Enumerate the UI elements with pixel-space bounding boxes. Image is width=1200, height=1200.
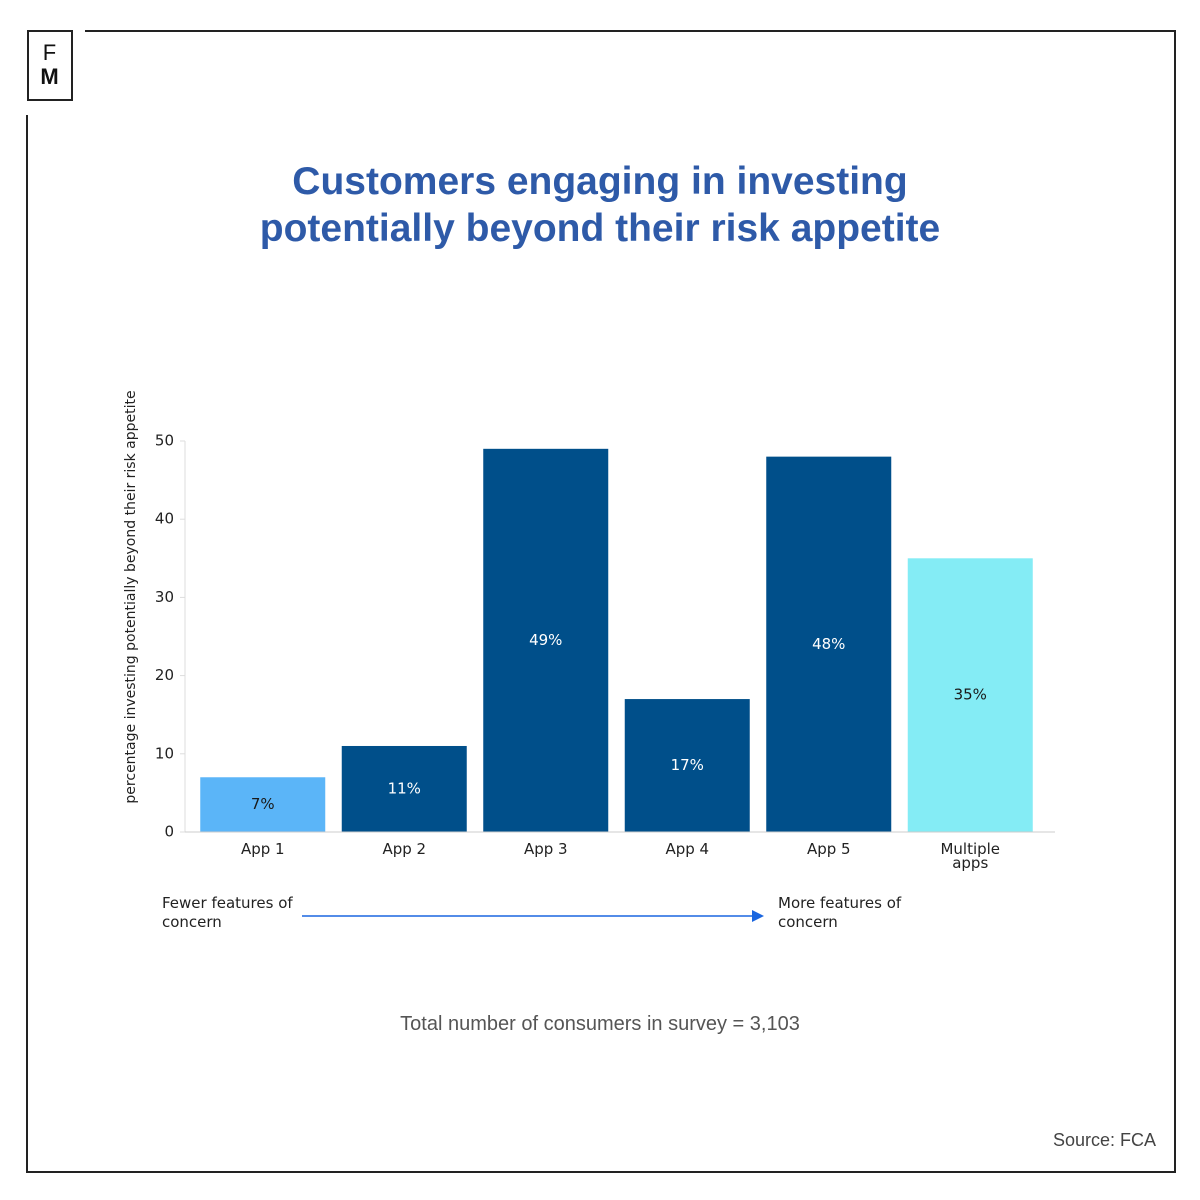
y-tick-label: 0 <box>164 823 174 841</box>
frame <box>26 30 1176 1173</box>
x-tick-label: App 1 <box>240 840 285 858</box>
bar <box>483 448 609 832</box>
bar <box>766 456 892 832</box>
x-tick-label: App 4 <box>665 840 710 858</box>
logo-f: F <box>42 40 57 65</box>
y-tick-label: 10 <box>155 744 174 762</box>
annotation: More features of concern <box>778 894 902 931</box>
y-tick-label: 30 <box>155 588 174 606</box>
value-label: 48% <box>812 635 845 653</box>
bar <box>624 699 750 832</box>
x-tick-label: Multiple apps <box>940 840 1001 872</box>
logo-m: M <box>40 64 59 89</box>
value-label: 49% <box>529 631 562 649</box>
annotation: Fewer features of concern <box>162 894 293 931</box>
y-tick-label: 50 <box>155 432 174 450</box>
value-label: 7% <box>251 795 275 813</box>
source: Source: FCA <box>1052 1130 1156 1150</box>
y-tick-label: 20 <box>155 666 174 684</box>
chart-title: Customers engaging in investing potentia… <box>259 160 941 250</box>
bar <box>907 558 1033 832</box>
y-tick-label: 40 <box>155 510 174 528</box>
value-label: 35% <box>954 686 987 704</box>
x-tick-label: App 2 <box>382 840 427 858</box>
value-label: 17% <box>671 756 704 774</box>
logo-box <box>27 30 73 101</box>
bar <box>200 777 326 832</box>
arrow-head <box>752 910 764 922</box>
value-label: 11% <box>388 779 421 797</box>
bar <box>341 745 467 832</box>
note: Total number of consumers in survey = 3,… <box>400 1013 800 1035</box>
y-axis-label: percentage investing potentially beyond … <box>123 390 139 803</box>
x-tick-label: App 5 <box>806 840 851 858</box>
x-tick-label: App 3 <box>523 840 568 858</box>
